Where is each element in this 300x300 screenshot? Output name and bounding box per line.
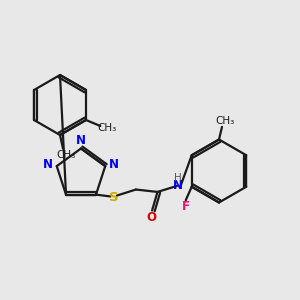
Text: CH₃: CH₃ xyxy=(215,116,235,126)
Text: H: H xyxy=(174,172,182,182)
Text: F: F xyxy=(182,200,190,213)
Text: S: S xyxy=(109,190,118,203)
Text: N: N xyxy=(109,158,119,171)
Text: CH₃: CH₃ xyxy=(98,123,117,134)
Text: CH₃: CH₃ xyxy=(56,150,76,160)
Text: N: N xyxy=(173,179,183,192)
Text: N: N xyxy=(43,158,53,171)
Text: N: N xyxy=(76,134,86,147)
Text: O: O xyxy=(146,211,157,224)
